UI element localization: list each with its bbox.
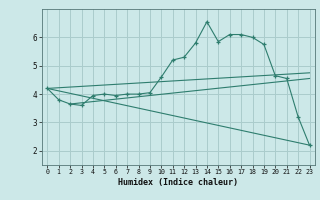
X-axis label: Humidex (Indice chaleur): Humidex (Indice chaleur) xyxy=(118,178,238,187)
